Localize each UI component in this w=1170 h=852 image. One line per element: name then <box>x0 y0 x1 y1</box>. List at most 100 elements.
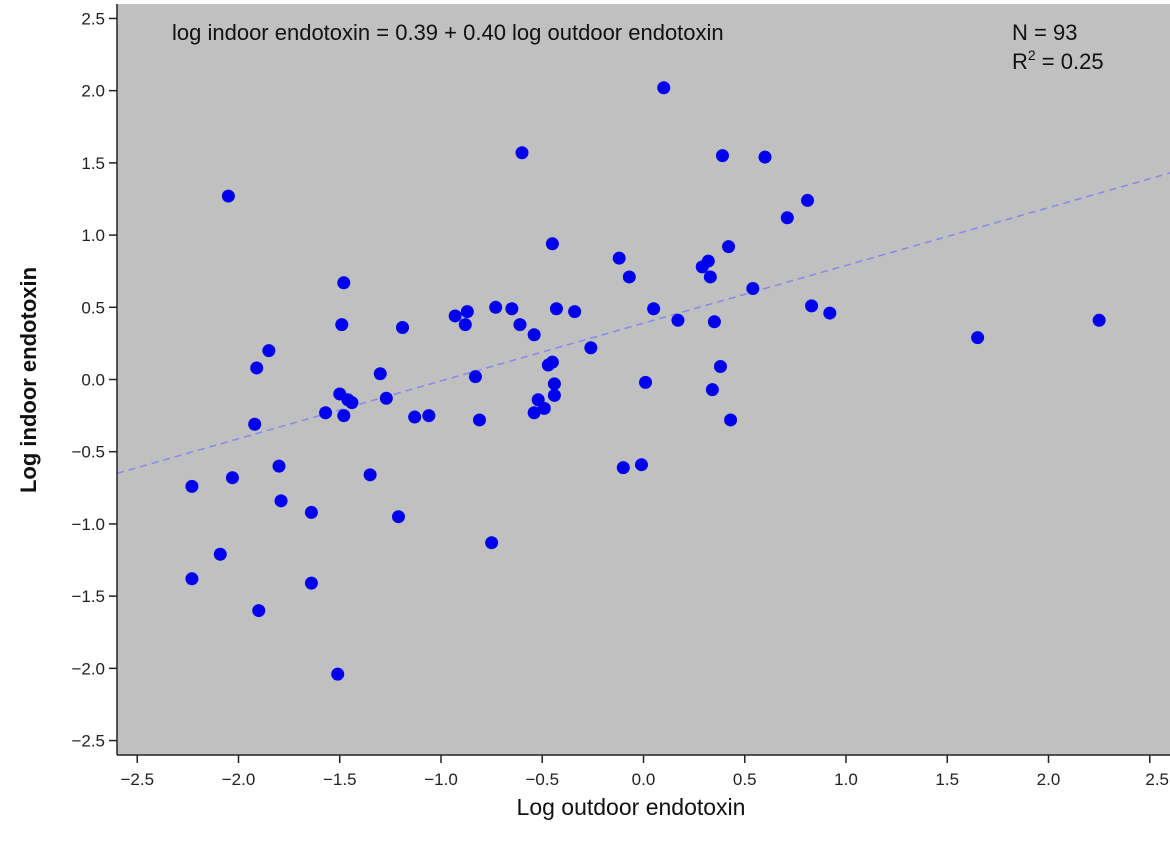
data-point <box>527 328 541 342</box>
regression-equation: log indoor endotoxin = 0.39 + 0.40 log o… <box>172 20 724 45</box>
x-tick-label: −2.5 <box>120 770 154 789</box>
x-tick-label: 0.0 <box>632 770 656 789</box>
data-point <box>274 494 288 508</box>
n-annotation: N = 93 <box>1012 20 1077 45</box>
y-tick-label: 0.0 <box>81 371 105 390</box>
data-point <box>345 396 359 410</box>
data-point <box>703 270 717 284</box>
regression-line <box>116 172 1170 475</box>
data-point <box>422 409 436 423</box>
data-point <box>616 461 630 475</box>
data-point <box>272 459 286 473</box>
data-point <box>460 305 474 319</box>
data-point <box>304 505 318 519</box>
data-point <box>489 300 503 314</box>
data-point <box>252 604 266 618</box>
data-point <box>221 189 235 203</box>
y-tick-label: 1.0 <box>81 226 105 245</box>
x-tick-label: 1.0 <box>834 770 858 789</box>
data-point <box>715 149 729 163</box>
x-axis-label: Log outdoor endotoxin <box>517 794 746 820</box>
y-axis-label: Log indoor endotoxin <box>16 267 41 493</box>
data-point <box>971 331 985 345</box>
data-point <box>805 299 819 313</box>
y-tick-label: −1.5 <box>71 587 105 606</box>
y-ticks: −2.5 −2.0 −1.5 −1.0 −0.5 0.0 0.5 1.0 1.5 2.0 2.5 <box>71 9 117 751</box>
x-tick-label: −1.0 <box>424 770 458 789</box>
data-point <box>705 383 719 397</box>
data-point <box>337 409 351 423</box>
data-point <box>568 305 582 319</box>
data-point <box>515 146 529 160</box>
data-point <box>505 302 519 316</box>
regression-line-layer <box>116 172 1170 475</box>
x-tick-label: 0.5 <box>733 770 757 789</box>
y-tick-label: −2.0 <box>71 659 105 678</box>
data-point <box>250 361 264 375</box>
data-point <box>724 413 738 427</box>
data-point <box>319 406 333 420</box>
data-point <box>746 282 760 296</box>
data-point <box>396 321 410 335</box>
data-point <box>304 576 318 590</box>
data-point <box>537 401 551 415</box>
data-point <box>801 193 815 207</box>
data-point <box>363 468 377 482</box>
data-point <box>713 360 727 374</box>
data-point <box>185 572 199 586</box>
y-tick-label: 0.5 <box>81 298 105 317</box>
y-tick-label: −0.5 <box>71 443 105 462</box>
data-point <box>408 410 422 424</box>
data-point <box>448 309 462 323</box>
data-point <box>373 367 387 381</box>
y-tick-label: 2.0 <box>81 82 105 101</box>
data-points-layer <box>185 81 1106 681</box>
data-point <box>547 377 561 391</box>
data-point <box>547 388 561 402</box>
data-point <box>335 318 349 332</box>
x-tick-label: −2.0 <box>222 770 256 789</box>
r-squared-symbol: R <box>1012 49 1028 74</box>
data-point <box>468 370 482 384</box>
x-tick-label: 1.5 <box>935 770 959 789</box>
data-point <box>707 315 721 329</box>
data-point <box>549 302 563 316</box>
data-point <box>485 536 499 550</box>
data-point <box>262 344 276 358</box>
x-tick-label: −0.5 <box>525 770 559 789</box>
data-point <box>584 341 598 355</box>
data-point <box>634 458 648 472</box>
y-tick-label: −2.5 <box>71 732 105 751</box>
data-point <box>639 375 653 389</box>
data-point <box>722 240 736 254</box>
r-squared-value: = 0.25 <box>1036 49 1104 74</box>
y-tick-label: 2.5 <box>81 9 105 28</box>
r-squared-superscript: 2 <box>1028 47 1036 63</box>
data-point <box>391 510 405 524</box>
data-point <box>545 355 559 369</box>
data-point <box>458 318 472 332</box>
y-tick-label: 1.5 <box>81 154 105 173</box>
data-point <box>622 270 636 284</box>
x-tick-label: −1.5 <box>323 770 357 789</box>
data-point <box>331 667 345 681</box>
x-ticks: −2.5 −2.0 −1.5 −1.0 −0.5 0.0 0.5 1.0 1.5 2.0 2.5 <box>120 755 1169 789</box>
data-point <box>823 306 837 320</box>
data-point <box>527 406 541 420</box>
data-point <box>780 211 794 225</box>
y-tick-label: −1.0 <box>71 515 105 534</box>
data-point <box>657 81 671 95</box>
data-point <box>379 391 393 405</box>
x-tick-label: 2.0 <box>1037 770 1061 789</box>
data-point <box>225 471 239 485</box>
data-point <box>612 251 626 265</box>
data-point <box>513 318 527 332</box>
data-point <box>671 313 685 327</box>
data-point <box>545 237 559 251</box>
r-squared-annotation: R2 = 0.25 <box>1012 47 1104 74</box>
data-point <box>472 413 486 427</box>
data-point <box>758 150 772 164</box>
x-tick-label: 2.5 <box>1145 770 1169 789</box>
